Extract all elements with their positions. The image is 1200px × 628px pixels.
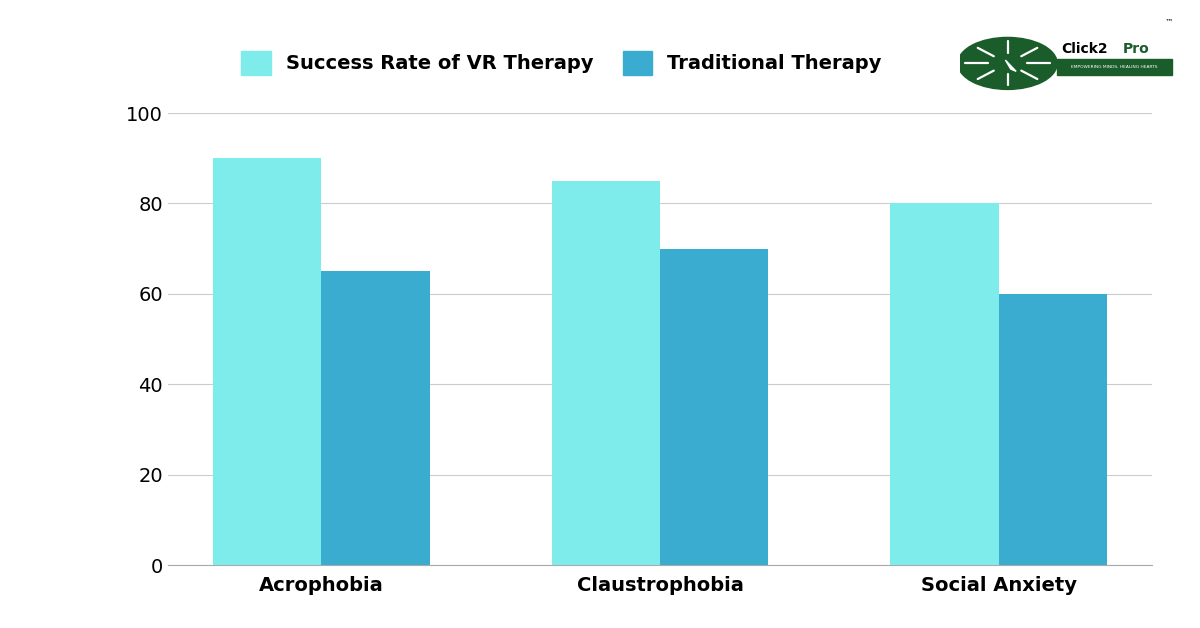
Text: ™: ™ bbox=[1164, 18, 1172, 27]
Polygon shape bbox=[1006, 60, 1016, 72]
Bar bbox=[660, 249, 768, 565]
Bar bbox=[322, 271, 430, 565]
Bar bbox=[998, 294, 1108, 565]
Text: EMPOWERING MINDS, HEALING HEARTS: EMPOWERING MINDS, HEALING HEARTS bbox=[1072, 65, 1158, 69]
Bar bbox=[1057, 59, 1171, 75]
Bar bbox=[212, 158, 322, 565]
Text: Pro: Pro bbox=[1123, 41, 1150, 56]
Bar bbox=[890, 203, 998, 565]
Text: Click2: Click2 bbox=[1062, 41, 1108, 56]
Circle shape bbox=[958, 38, 1057, 89]
Legend: Success Rate of VR Therapy, Traditional Therapy: Success Rate of VR Therapy, Traditional … bbox=[232, 41, 892, 85]
Bar bbox=[552, 181, 660, 565]
